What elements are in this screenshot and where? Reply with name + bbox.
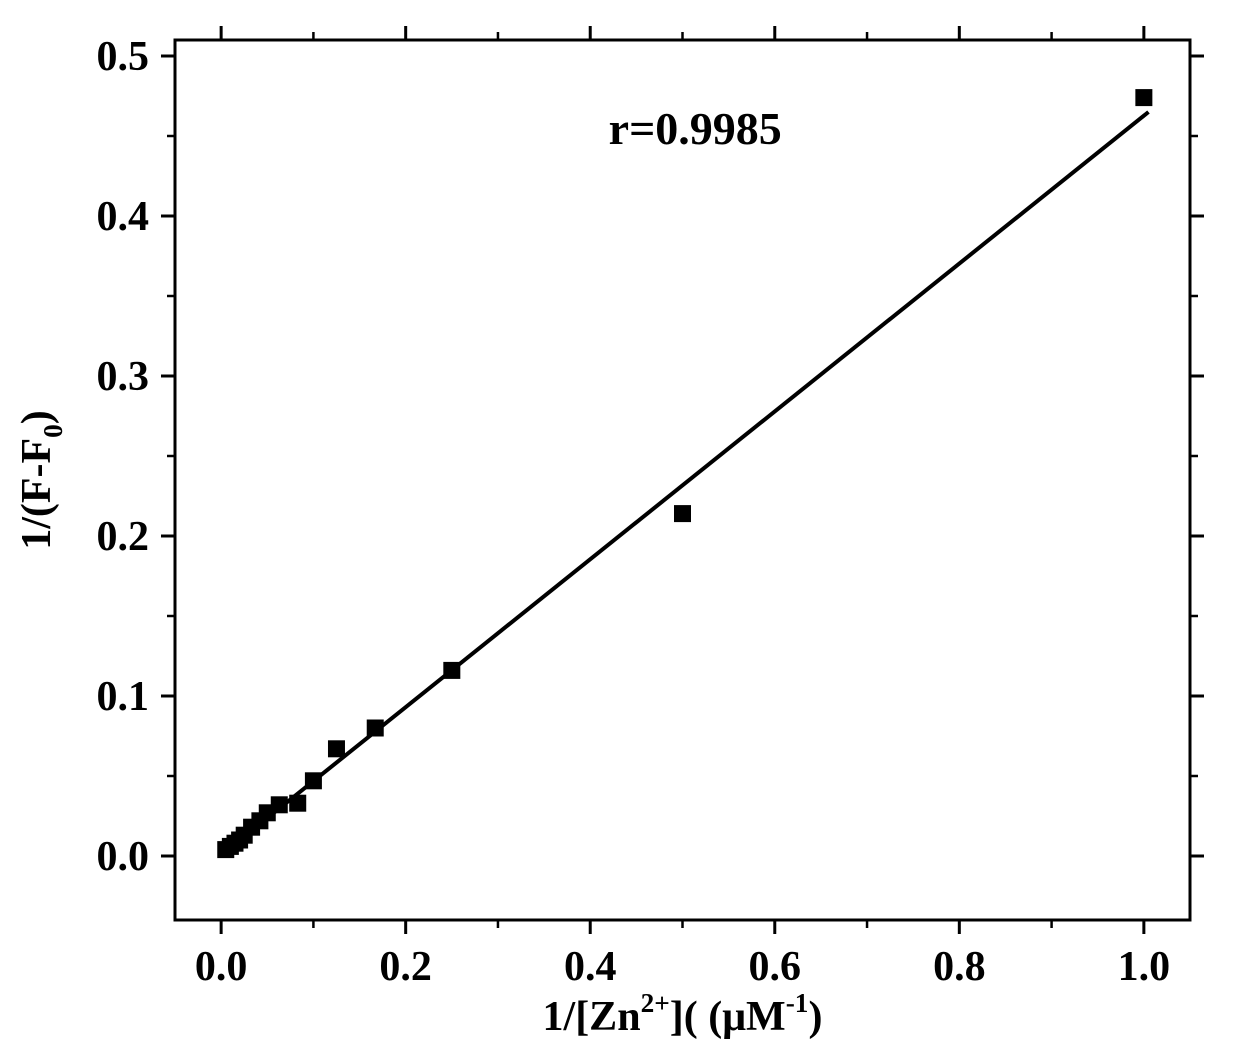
y-tick-label: 0.2 <box>97 514 150 560</box>
y-tick-label: 0.4 <box>97 194 150 240</box>
y-axis-label: 1/(F-F0) <box>14 410 68 550</box>
y-tick-label: 0.3 <box>97 354 150 400</box>
x-tick-label: 0.4 <box>564 944 617 990</box>
data-point <box>1135 89 1152 106</box>
data-point <box>443 662 460 679</box>
x-axis-label: 1/[Zn2+]( (μM-1) <box>543 988 823 1040</box>
x-tick-label: 0.8 <box>933 944 986 990</box>
data-point <box>271 796 288 813</box>
x-tick-label: 0.6 <box>749 944 802 990</box>
x-tick-label: 0.0 <box>195 944 248 990</box>
fit-line <box>224 112 1149 853</box>
data-point <box>674 505 691 522</box>
x-tick-label: 1.0 <box>1118 944 1171 990</box>
x-tick-label: 0.2 <box>379 944 432 990</box>
chart-container: 0.0 0.2 0.4 0.6 0.8 1.0 0.0 0.1 0.2 0.3 0.4 0.5 1/[Z… <box>0 0 1240 1052</box>
data-point <box>328 740 345 757</box>
data-point <box>367 720 384 737</box>
r-value-annotation: r=0.9985 <box>609 103 782 154</box>
data-point <box>305 772 322 789</box>
plot-box <box>175 40 1190 920</box>
scatter-chart: 0.0 0.2 0.4 0.6 0.8 1.0 0.0 0.1 0.2 0.3 0.4 0.5 1/[Z… <box>0 0 1240 1052</box>
y-tick-label: 0.5 <box>97 34 150 80</box>
y-tick-label: 0.1 <box>97 674 150 720</box>
data-point <box>289 795 306 812</box>
y-tick-label: 0.0 <box>97 834 150 880</box>
